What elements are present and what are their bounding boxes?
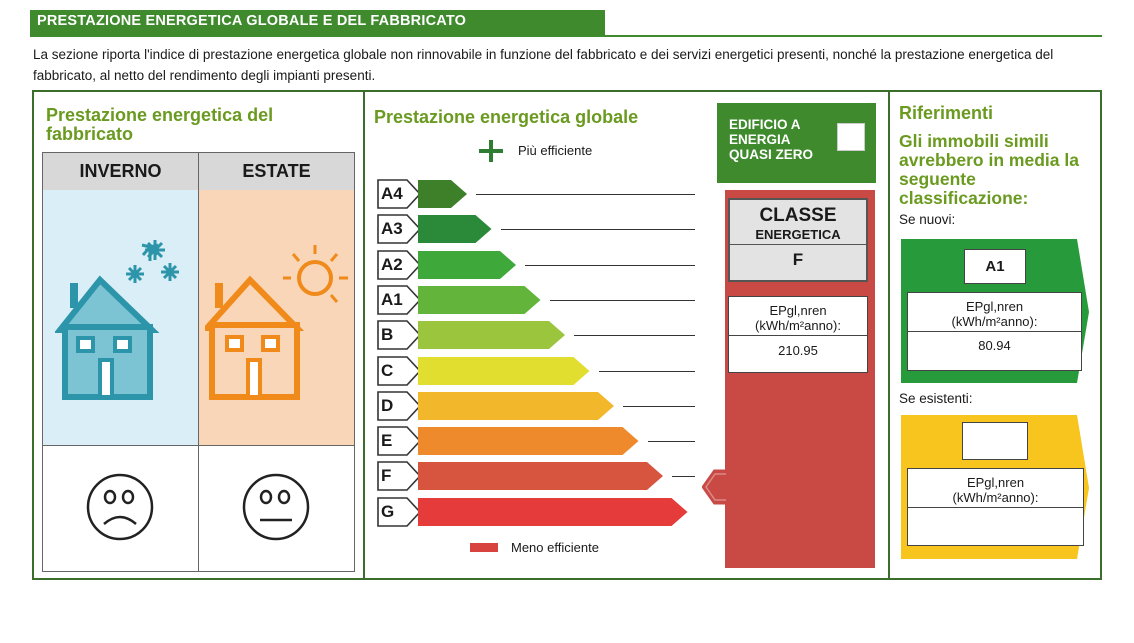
classe-ep-unit: (kWh/m²anno): — [755, 318, 841, 333]
class-label-text: C — [381, 360, 394, 380]
class-bar — [418, 497, 688, 526]
winter-sad-face-icon — [86, 473, 154, 541]
class-label-text: A4 — [381, 184, 403, 203]
class-label-arrow — [377, 355, 422, 386]
class-label-text: A1 — [381, 289, 403, 309]
summer-header: ESTATE — [242, 161, 311, 181]
class-leader-line — [525, 264, 695, 266]
more-efficient-label: Più efficiente — [518, 143, 593, 158]
season-row-divider — [43, 445, 354, 446]
esistenti-label: Se esistenti: — [899, 391, 973, 406]
section-title: PRESTAZIONE ENERGETICA GLOBALE E DEL FAB… — [37, 13, 467, 29]
nuovi-ep-label: EPgl,nren — [965, 299, 1024, 314]
class-label-text: D — [381, 395, 394, 415]
class-label-text: A2 — [381, 254, 403, 274]
class-leader-line — [623, 405, 695, 407]
season-table — [42, 152, 355, 572]
class-leader-line — [549, 299, 695, 301]
class-bar — [418, 285, 541, 314]
classe-title: CLASSE — [759, 205, 837, 226]
class-label-text: F — [381, 466, 392, 486]
winter-header-bg — [43, 153, 198, 190]
section-header-line — [605, 35, 1102, 37]
summer-house-icon — [205, 245, 348, 400]
class-bar — [418, 215, 492, 244]
class-label-arrow — [377, 390, 422, 421]
classe-ep-divider — [729, 335, 867, 336]
class-leader-line — [500, 229, 695, 231]
divider-left — [363, 90, 365, 580]
main-frame — [32, 90, 1102, 580]
riferimenti-title: Riferimenti — [899, 103, 994, 123]
class-label-arrow — [377, 249, 422, 280]
class-label-text: E — [381, 431, 393, 451]
snowflakes — [126, 240, 179, 283]
less-efficient-label: Meno efficiente — [511, 540, 599, 555]
class-leader-line — [574, 335, 695, 337]
classe-ep-box — [728, 296, 868, 373]
riferimenti-subtitle: Gli immobili simili avrebbero in media l… — [899, 131, 1079, 208]
class-label-arrow — [377, 285, 422, 315]
nuovi-label: Se nuovi: — [899, 212, 956, 227]
class-bar — [418, 180, 467, 208]
class-leader-line — [672, 476, 695, 478]
class-label-arrow — [377, 496, 422, 527]
summer-header-bg — [199, 153, 354, 190]
class-label-arrow — [377, 320, 422, 350]
esistenti-ep-unit: (kWh/m²anno): — [952, 490, 1039, 505]
class-leader-line — [476, 194, 695, 195]
nzeb-checkbox[interactable] — [837, 123, 865, 151]
nuovi-ep-divider — [908, 331, 1081, 332]
class-label-arrow — [377, 461, 422, 492]
nzeb-label: EDIFICIO A ENERGIA QUASI ZERO — [729, 117, 814, 162]
esistenti-ep-label: EPgl,nren — [966, 475, 1025, 490]
class-leader-line — [647, 441, 695, 443]
summer-neutral-face-icon — [242, 473, 310, 541]
class-bar — [418, 321, 565, 350]
class-bar — [418, 462, 663, 491]
plus-icon — [479, 140, 503, 162]
intro-text: La sezione riporta l'indice di prestazio… — [33, 47, 1054, 83]
nuovi-class-box: A1 — [964, 249, 1026, 284]
fabbricato-title: Prestazione energetica del fabbricato — [46, 105, 274, 144]
globale-title: Prestazione energetica globale — [374, 107, 639, 127]
winter-header: INVERNO — [79, 161, 162, 181]
classe-subtitle: ENERGETICA — [755, 227, 841, 242]
class-bar — [418, 356, 590, 385]
current-class-arrow-icon — [702, 469, 728, 505]
nuovi-ep-value: 80.94 — [978, 338, 1011, 353]
season-divider — [198, 153, 199, 571]
classe-box — [728, 198, 868, 282]
class-label-arrow — [377, 214, 422, 245]
class-leader-line — [598, 370, 695, 372]
class-label-text: B — [381, 325, 394, 345]
esistenti-class-box — [962, 422, 1028, 460]
class-label-text: A3 — [381, 219, 403, 239]
divider-right — [888, 90, 890, 580]
winter-house-icon — [55, 240, 179, 400]
class-label-text: G — [381, 501, 395, 521]
section-header-bar — [30, 10, 605, 37]
classe-divider — [729, 244, 867, 245]
classe-ep-label: EPgl,nren — [769, 303, 827, 318]
class-label-arrow — [377, 179, 422, 209]
classe-ep-value: 210.95 — [778, 343, 818, 358]
class-bar — [418, 250, 516, 279]
less-efficient-swatch — [470, 543, 498, 552]
class-bar — [418, 427, 639, 456]
nuovi-ep-unit: (kWh/m²anno): — [951, 314, 1038, 329]
esistenti-ep-divider — [908, 507, 1083, 508]
classe-value: F — [792, 250, 804, 269]
class-label-arrow — [377, 426, 422, 456]
class-bar — [418, 391, 614, 420]
